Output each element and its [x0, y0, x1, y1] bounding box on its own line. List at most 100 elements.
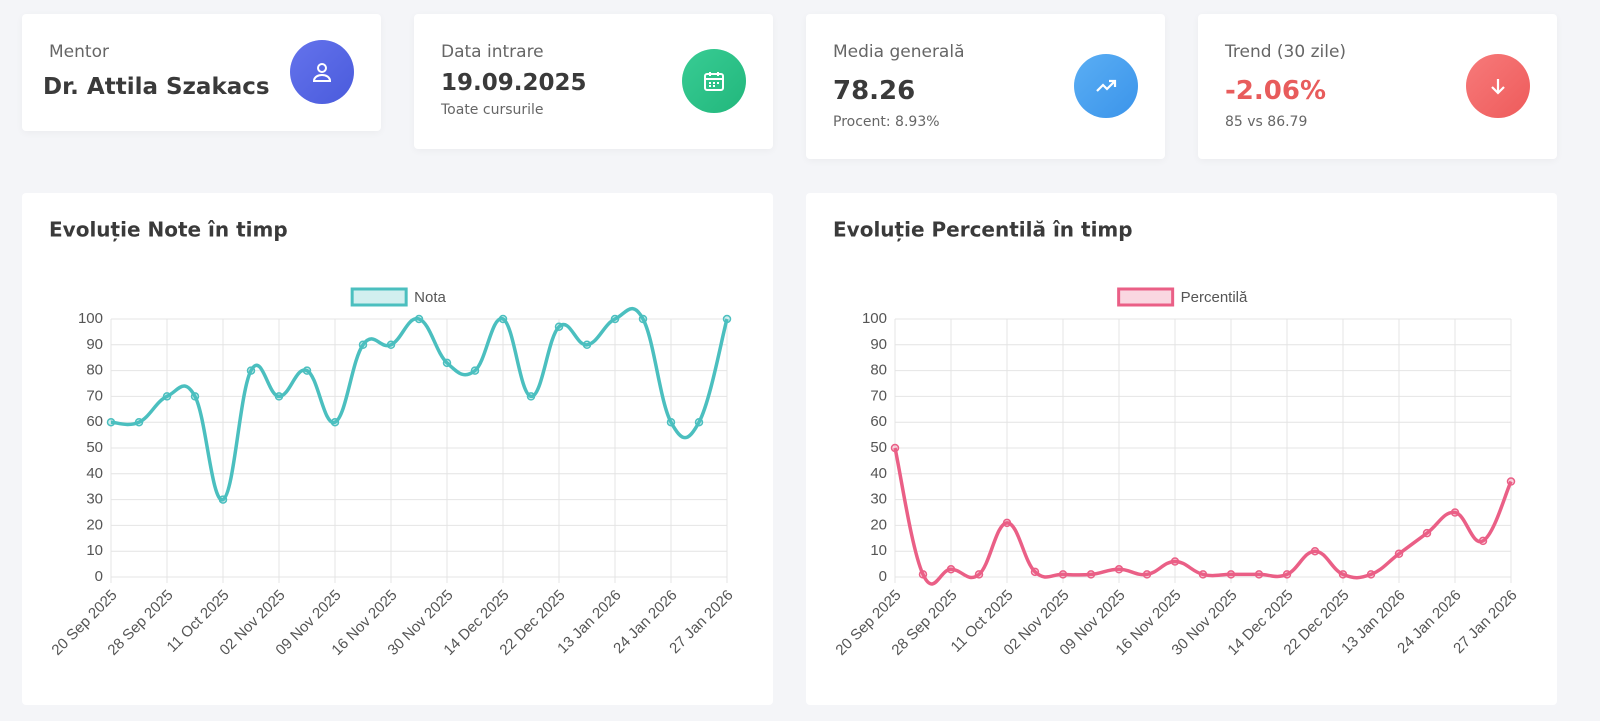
card-value: -2.06% [1225, 76, 1326, 106]
data-point [414, 314, 424, 324]
data-point [1226, 570, 1236, 579]
data-point [1366, 570, 1376, 579]
y-tick-label: 10 [870, 542, 887, 559]
legend-swatch [350, 287, 408, 307]
data-point [1478, 536, 1488, 546]
data-point [498, 314, 508, 324]
data-point [470, 366, 480, 375]
data-point [1254, 570, 1264, 579]
data-point [1086, 570, 1096, 579]
card-value: 78.26 [833, 76, 916, 106]
data-point [190, 392, 200, 401]
card-value: 19.09.2025 [441, 70, 587, 96]
data-point [162, 392, 172, 401]
data-point [246, 366, 256, 375]
card: Trend (30 zile) -2.06% 85 vs 86.79 [1198, 14, 1557, 159]
data-point [1506, 477, 1516, 486]
data-point [274, 392, 284, 401]
y-tick-label: 50 [870, 439, 887, 456]
y-tick-label: 80 [870, 362, 887, 379]
data-point [1142, 570, 1152, 579]
y-tick-label: 20 [870, 516, 887, 533]
card-sub: 85 vs 86.79 [1225, 114, 1308, 130]
data-point [1422, 528, 1432, 538]
card-label: Trend (30 zile) [1225, 42, 1347, 62]
legend-swatch [1117, 287, 1175, 307]
data-point [1282, 570, 1292, 579]
data-point [1198, 570, 1208, 579]
y-tick-label: 0 [95, 568, 103, 585]
legend-label: Percentilă [1181, 289, 1248, 306]
icon [1466, 54, 1530, 118]
y-tick-label: 40 [870, 465, 887, 482]
data-point [302, 366, 312, 375]
data-point [218, 495, 228, 504]
y-tick-label: 0 [879, 568, 887, 585]
y-tick-label: 60 [870, 413, 887, 430]
y-tick-label: 50 [86, 439, 103, 456]
card-label: Data intrare [441, 42, 544, 62]
data-point [666, 417, 676, 427]
data-point [974, 570, 984, 579]
data-point [358, 340, 368, 350]
data-point [918, 570, 928, 579]
data-point [722, 314, 732, 324]
legend-label: Nota [414, 289, 446, 306]
data-point [1058, 570, 1068, 579]
y-tick-label: 70 [86, 387, 103, 404]
icon [1074, 54, 1138, 118]
data-point [1002, 518, 1012, 528]
card-value: Dr. Attila Szakacs [43, 74, 270, 100]
data-point [526, 392, 536, 401]
data-point [610, 314, 620, 324]
y-tick-label: 60 [86, 413, 103, 430]
card: Media generală 78.26 Procent: 8.93% [806, 14, 1165, 159]
data-point [1170, 557, 1180, 566]
data-point [442, 358, 452, 368]
chart-title: Evoluție Percentilă în timp [833, 218, 1133, 242]
card-sub: Toate cursurile [441, 102, 544, 118]
data-point [1310, 546, 1320, 556]
y-tick-label: 100 [862, 310, 887, 327]
y-tick-label: 90 [86, 336, 103, 353]
chart: Evoluție Percentilă în timp 0 10 20 30 40 50 60… [832, 218, 1520, 659]
chart-title: Evoluție Note în timp [49, 218, 288, 242]
data-point [106, 417, 116, 427]
chart-panel: Evoluție Percentilă în timp 0 10 20 30 40 50 60… [806, 193, 1557, 705]
data-point [890, 443, 900, 453]
chart-panel: Evoluție Note în timp 0 10 20 30 40 50 60 70 80 90… [22, 193, 773, 705]
y-tick-label: 90 [870, 336, 887, 353]
y-tick-label: 30 [870, 491, 887, 508]
data-point [694, 417, 704, 427]
icon [682, 49, 746, 113]
data-point [1338, 570, 1348, 579]
data-point [582, 340, 592, 350]
y-tick-label: 30 [86, 491, 103, 508]
data-point [386, 340, 396, 350]
card-sub: Procent: 8.93% [833, 114, 940, 130]
card: Mentor Dr. Attila Szakacs [22, 14, 381, 131]
card-label: Mentor [49, 42, 109, 62]
data-point [134, 417, 144, 427]
data-point [946, 565, 956, 574]
data-point [1114, 565, 1124, 574]
icon [290, 40, 354, 104]
data-point [554, 322, 564, 331]
y-tick-label: 40 [86, 465, 103, 482]
series-line [893, 447, 1513, 586]
data-point [1394, 549, 1404, 559]
y-tick-label: 20 [86, 516, 103, 533]
card: Data intrare 19.09.2025 Toate cursurile [414, 14, 773, 149]
chart: Evoluție Note în timp 0 10 20 30 40 50 60 70 80 90… [48, 218, 736, 659]
data-point [1450, 508, 1460, 517]
y-tick-label: 10 [86, 542, 103, 559]
y-tick-label: 80 [86, 362, 103, 379]
y-tick-label: 70 [870, 387, 887, 404]
data-point [638, 314, 648, 324]
card-label: Media generală [833, 42, 965, 62]
data-point [1030, 567, 1040, 577]
y-tick-label: 100 [78, 310, 103, 327]
series-line [110, 306, 729, 502]
